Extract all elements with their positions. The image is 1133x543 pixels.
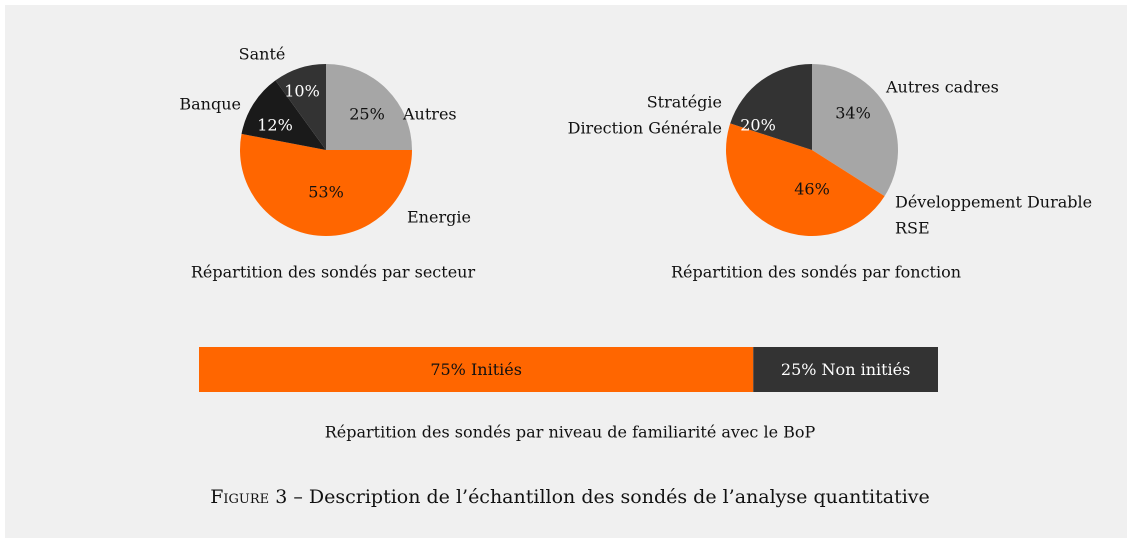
pie-slice [730,64,812,150]
slice-label: Autres cadres [885,78,999,97]
slice-label: Banque [179,95,241,114]
segment-label: 25% Non initiés [781,360,910,379]
slice-label: RSE [895,219,930,238]
slice-label: Autres [402,105,457,124]
chart-title: Répartition des sondés par fonction [671,263,961,282]
slice-label: Développement Durable [895,193,1092,212]
slice-label: Direction Générale [568,119,722,138]
slice-label: Santé [239,45,286,64]
caption-label: Figure 3 [210,486,287,508]
slice-value-label: 25% [349,105,385,124]
slice-label: Energie [407,208,471,227]
chart-title: Répartition des sondés par secteur [191,263,476,282]
bar-segment [753,347,938,392]
slice-value-label: 53% [308,183,344,202]
slice-value-label: 46% [794,180,830,199]
pie-slice [812,64,898,197]
bar-segment [199,347,754,392]
caption-text: – Description de l’échantillon des sondé… [293,486,929,508]
slice-value-label: 34% [835,104,871,123]
pie-slice [275,64,326,150]
pie-slice [241,80,326,150]
segment-label: 75% Initiés [430,360,522,379]
chart-title: Répartition des sondés par niveau de fam… [325,423,816,442]
pie-slice [240,133,412,237]
pie-slice [326,64,412,150]
slice-value-label: 10% [284,82,320,101]
pie-slice [726,123,885,236]
slice-label: Stratégie [647,93,722,112]
panel [5,5,1127,538]
slice-value-label: 20% [740,116,776,135]
caption: Figure 3 – Description de l’échantillon … [210,486,930,508]
slice-value-label: 12% [257,116,293,135]
